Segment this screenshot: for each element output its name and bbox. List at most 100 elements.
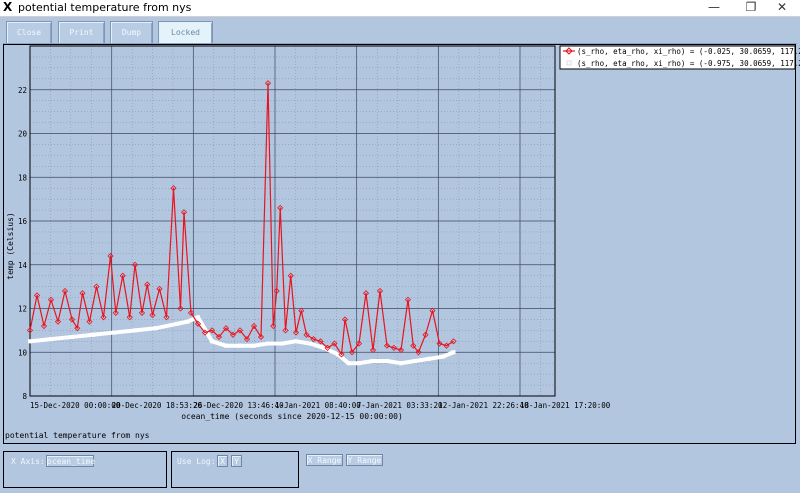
series-2-point (185, 319, 190, 324)
series-1-point (215, 333, 223, 341)
series-1-point (229, 331, 237, 338)
series-2-point (91, 332, 95, 337)
status-text: potential temperature from nys (5, 431, 150, 440)
series-1-point (292, 329, 300, 336)
series-1-point (138, 309, 146, 316)
minimize-icon[interactable]: — (708, 0, 720, 14)
series-1-point (310, 336, 317, 343)
series-1-point (429, 307, 436, 314)
series-1-layer (26, 80, 457, 358)
plot-panel (3, 44, 796, 444)
series-1-point (236, 327, 244, 334)
x-tick-label: 12-Jan-2021 22:26:40 (438, 401, 529, 410)
legend-series-2-marker (566, 60, 572, 66)
series-1-point (410, 342, 417, 349)
y-range-button[interactable]: Y Range (346, 454, 383, 466)
series-2-point (49, 337, 53, 342)
series-2-line (29, 315, 455, 366)
series-1-point (40, 322, 48, 330)
series-1-point (298, 307, 305, 314)
series-2-point (210, 339, 214, 344)
series-2-point (413, 359, 417, 363)
legend-box (559, 45, 796, 70)
series-2-point (441, 354, 445, 359)
series-1-point (100, 314, 107, 321)
series-1-point (415, 349, 422, 356)
series-1-point (287, 272, 294, 279)
log-x-toggle[interactable]: X (217, 455, 228, 467)
use-log-control: Use Log: X Y (171, 451, 299, 488)
series-1-point (177, 305, 184, 312)
series-1-point (369, 346, 377, 354)
series-2-point (238, 343, 242, 348)
series-1-point (443, 342, 450, 349)
series-1-point (149, 311, 156, 319)
series-2-point (294, 339, 298, 344)
series-1-point (180, 209, 188, 216)
series-1-point (170, 185, 177, 192)
series-1-point (119, 272, 126, 279)
series-2-point (266, 341, 270, 346)
series-1-point (331, 340, 338, 347)
series-1-point (163, 314, 170, 321)
series-1-point (270, 322, 277, 330)
series-1-point (156, 285, 163, 292)
series-1-point (450, 338, 457, 345)
series-2-point (399, 361, 403, 366)
legend: (s_rho, eta_rho, xi_rho) = (-0.025, 30.0… (559, 45, 800, 70)
restore-icon[interactable]: ❐ (745, 0, 757, 14)
series-1-point (390, 344, 398, 351)
series-1-point (68, 316, 76, 323)
x-range-button[interactable]: X Range (306, 454, 343, 466)
x-axis-caption: X Axis: (11, 457, 45, 466)
series-1-point (131, 261, 139, 268)
x-tick-label: 1-Jan-2021 08:40:00 (275, 401, 361, 410)
y-tick-label: 18 (18, 173, 28, 182)
series-1-point (47, 296, 55, 303)
series-2-point (175, 321, 179, 326)
window-title: potential temperature from nys (18, 1, 192, 14)
series-2-point (357, 361, 361, 366)
log-y-toggle[interactable]: Y (231, 455, 242, 467)
x-axis-select[interactable]: ocean_time (46, 455, 96, 467)
series-1-point (404, 296, 412, 303)
dump-button[interactable]: Dump (110, 21, 153, 45)
series-1-point (26, 327, 34, 334)
series-1-point (144, 281, 151, 288)
legend-series-1-marker (565, 47, 573, 55)
y-axis-label: temp (Celsius) (6, 212, 15, 279)
series-2-point (154, 326, 158, 331)
window-titlebar: X potential temperature from nys — ❐ ✕ (0, 0, 800, 17)
series-1-point (338, 351, 345, 358)
series-1-point (187, 309, 195, 316)
series-1-point (324, 344, 331, 351)
plot-frame (29, 45, 556, 397)
series-1-point (86, 318, 93, 325)
series-2-point (280, 341, 284, 346)
series-2-point (112, 330, 116, 335)
y-tick-label: 12 (18, 305, 27, 314)
series-1-point (273, 287, 280, 295)
series-1-point (222, 325, 230, 332)
y-tick-label: 16 (18, 217, 28, 226)
series-1-point (93, 283, 100, 290)
series-2-point (224, 343, 228, 348)
series-1-point (74, 325, 81, 332)
y-tick-label: 8 (22, 392, 27, 401)
series-1-point (376, 287, 384, 295)
y-tick-label: 10 (18, 348, 28, 357)
x-tick-label: 15-Dec-2020 00:00:00 (30, 401, 121, 410)
series-1-point (208, 327, 216, 334)
series-1-point (250, 322, 258, 330)
series-1-point (61, 287, 69, 295)
series-2-point (308, 341, 312, 346)
close-window-icon[interactable]: ✕ (776, 0, 788, 14)
print-button[interactable]: Print (58, 21, 105, 45)
use-log-caption: Use Log: (177, 457, 216, 466)
y-tick-label: 22 (18, 86, 27, 95)
x-tick-label: 18-Jan-2021 17:20:00 (520, 401, 611, 410)
series-2-point (70, 334, 74, 339)
y-tick-label: 20 (18, 130, 28, 139)
legend-series-1-label: (s_rho, eta_rho, xi_rho) = (-0.025, 30.0… (577, 47, 800, 56)
